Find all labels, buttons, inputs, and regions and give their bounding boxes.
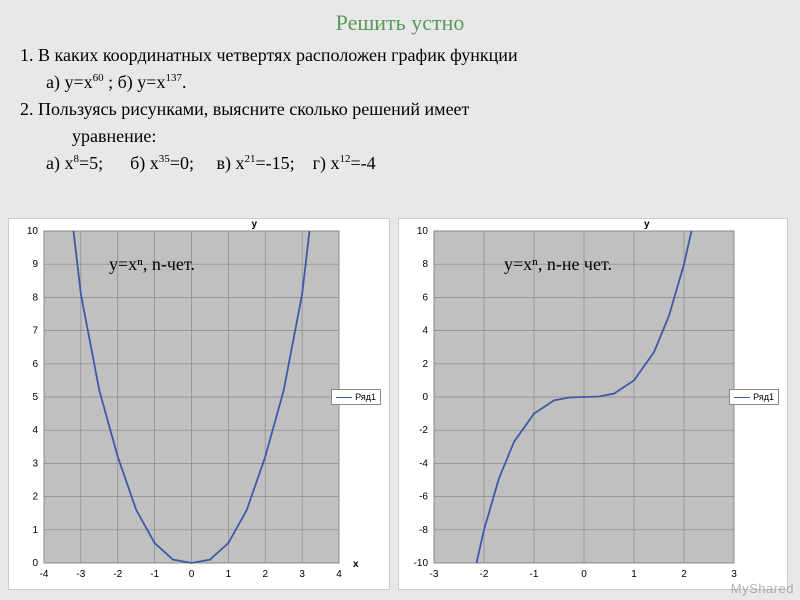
svg-text:3: 3 [731,569,737,580]
legend-label-left: Ряд1 [355,392,376,402]
opt-a: а) x [46,153,73,173]
svg-text:1: 1 [32,525,38,536]
opt-b: б) x [130,153,159,173]
legend-line-icon [734,397,750,398]
svg-text:-6: -6 [419,492,428,503]
svg-text:2: 2 [422,359,428,370]
q2-text: Пользуясь рисунками, выясните сколько ре… [38,99,469,119]
q1-end: . [182,72,187,92]
q1-exp2: 137 [165,72,182,84]
chart-even: -4 -3 -2 -1 0 1 2 3 4 0 1 2 3 4 5 6 7 8 9 10 x y y=xⁿ, n-чет.… [8,218,390,590]
e35: 35 [159,153,170,165]
svg-text:2: 2 [681,569,687,580]
svg-text:1: 1 [631,569,637,580]
eqm15: =-15; [255,153,294,173]
e12: 12 [340,153,351,165]
charts-row: -4-3-2-101234012345678910xy y=xⁿ, n-чет.… [0,218,796,590]
svg-text:2: 2 [32,492,38,503]
legend-line-icon [336,397,352,398]
svg-text:0: 0 [32,558,38,569]
chart-odd: -3-2-10123-10-8-6-4-20246810xy y=xⁿ, n-н… [398,218,788,590]
page-title: Решить устно [0,0,800,42]
q2-text2: уравнение: [72,126,156,146]
q2-line1: 2. Пользуясь рисунками, выясните сколько… [20,96,780,123]
svg-text:6: 6 [32,359,38,370]
eq5: =5; [79,153,103,173]
svg-text:-1: -1 [150,569,159,580]
e21: 21 [244,153,255,165]
svg-text:0: 0 [422,392,428,403]
svg-text:y: y [644,219,650,230]
chart-even-overlay: y=xⁿ, n-чет. [109,254,195,275]
q2-num: 2. [20,99,34,119]
svg-text:3: 3 [299,569,305,580]
svg-text:-3: -3 [76,569,85,580]
q2-opts: а) x8=5; б) x35=0; в) x21=-15; г) x12=-4 [20,150,780,177]
svg-text:-3: -3 [430,569,439,580]
eq0: =0; [170,153,194,173]
svg-text:4: 4 [32,425,38,436]
svg-text:6: 6 [422,292,428,303]
opt-v: в) x [216,153,244,173]
svg-text:-2: -2 [419,425,428,436]
svg-text:1: 1 [226,569,232,580]
q1-text: В каких координатных четвертях расположе… [38,45,518,65]
svg-text:-1: -1 [530,569,539,580]
svg-text:2: 2 [262,569,268,580]
svg-text:4: 4 [336,569,342,580]
svg-text:-10: -10 [414,558,429,569]
q1-mid: ; б) y=x [104,72,166,92]
svg-text:-4: -4 [419,458,428,469]
opt-g: г) x [313,153,340,173]
svg-text:5: 5 [32,392,38,403]
svg-text:4: 4 [422,326,428,337]
svg-text:-2: -2 [480,569,489,580]
svg-text:3: 3 [32,458,38,469]
svg-text:y: y [252,219,258,230]
svg-text:8: 8 [422,259,428,270]
q1-exp1: 60 [93,72,104,84]
q1-a: а) y=x [46,72,93,92]
q1-line1: 1. В каких координатных четвертях распол… [20,42,780,69]
q1-num: 1. [20,45,34,65]
svg-text:-4: -4 [40,569,49,580]
content-block: 1. В каких координатных четвертях распол… [0,42,800,177]
chart-odd-legend: Ряд1 [729,389,779,405]
legend-label-right: Ряд1 [753,392,774,402]
eqm4: =-4 [351,153,376,173]
svg-text:0: 0 [189,569,195,580]
svg-text:9: 9 [32,259,38,270]
watermark: MyShared [731,581,794,596]
svg-text:x: x [353,559,359,570]
svg-text:10: 10 [417,226,429,237]
q2-line2: уравнение: [20,123,780,150]
svg-text:7: 7 [32,326,38,337]
chart-even-legend: Ряд1 [331,389,381,405]
svg-text:10: 10 [27,226,39,237]
svg-text:-8: -8 [419,525,428,536]
chart-odd-overlay: y=xⁿ, n-не чет. [504,254,612,275]
svg-text:8: 8 [32,292,38,303]
svg-text:0: 0 [581,569,587,580]
svg-text:-2: -2 [113,569,122,580]
q1-line2: а) y=x60 ; б) y=x137. [20,69,780,96]
